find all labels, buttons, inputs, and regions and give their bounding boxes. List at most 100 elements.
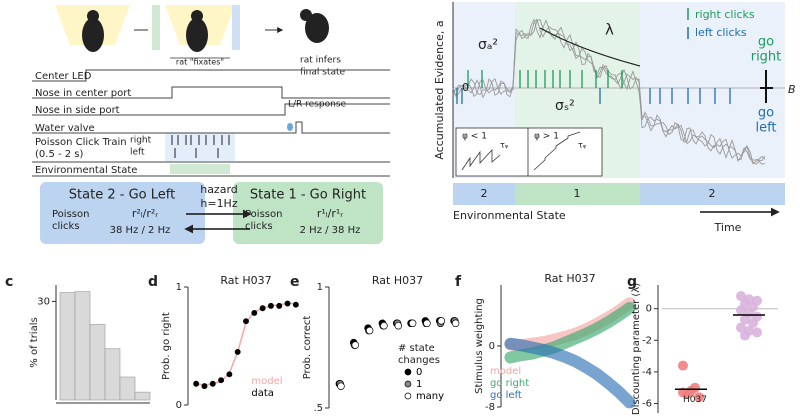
duration-label: (0.5 - 2 s) [35,149,84,160]
side-trace [32,103,390,116]
state-clicks: Poisson [245,209,282,220]
data-point [201,383,208,390]
state-label: 2 [481,187,488,200]
annotation: H037 [683,395,707,405]
legend-title: # state [398,343,435,354]
data-point [365,326,374,335]
data-point [284,300,291,307]
y-tick-label: 0 [489,341,495,352]
evidence-traces [452,18,766,165]
inset-label: φ > 1 [534,132,559,142]
data-point [337,382,345,390]
fixates-label: rat "fixates" [176,58,224,67]
go-right: go [758,35,774,50]
model-line [196,302,296,386]
data-point [423,319,431,328]
go-left: go [758,106,774,121]
data-point [251,310,258,316]
legend-marker [404,380,412,388]
bar [119,376,136,401]
center-trace [32,86,390,99]
legend-label: right clicks [695,8,755,21]
data-point [218,377,225,384]
y-tick-label: -8 [485,402,495,413]
state-clicks: clicks [245,221,273,232]
data-point [740,314,750,325]
response-label: L/R response [288,100,347,110]
y-tick-label: -2 [642,335,652,346]
timeline-label: Nose in center port [35,88,131,99]
data-point [752,327,762,338]
tau-label: τᵩ [500,141,509,150]
bar [104,348,121,401]
state-label: 2 [709,187,716,200]
data-point [267,302,274,309]
data-point [748,317,758,328]
tau-label: τᵩ [578,141,587,150]
legend-label: 1 [416,379,422,390]
state-strip [515,183,640,205]
left-label: left [130,148,145,158]
state-strip [640,183,785,205]
timeline-label: Poisson Click Train [35,137,127,148]
water-drop [287,123,293,131]
legend-label: model [251,376,282,387]
bound-label: B [788,83,796,96]
panel-letter: f [455,274,462,290]
data-point [259,305,266,312]
go-left: left [755,121,776,136]
infers-label: final state [300,68,346,78]
y-tick-label: 0 [176,400,182,411]
click-ticks [171,135,230,158]
data-point [408,319,417,328]
y-axis-label: Prob. correct [302,316,313,380]
panel-letter: d [148,274,158,290]
y-tick-label: .5 [313,403,323,414]
state-title: State 2 - Go Left [69,188,175,203]
data-point [209,380,216,387]
inset-trace [461,148,501,171]
time-label: Time [714,221,742,234]
data-point [380,321,388,330]
legend-marker [404,368,412,376]
state-clicks: clicks [52,221,80,232]
y-tick-label: -6 [642,399,652,410]
x-axis-label: Environmental State [453,209,566,222]
data-point [226,371,233,378]
chart-title: Rat H037 [372,274,423,287]
legend-label: 0 [416,367,422,378]
chart-title: Rat H037 [544,272,595,285]
click-window [165,133,235,161]
data-point [351,341,360,349]
led-trace [32,69,390,82]
data-point [690,382,700,393]
y-tick-label: -4 [642,367,652,378]
rat-icons [55,5,329,59]
panel-letter: e [290,274,300,290]
y-axis-label: Accumulated Evidence, a [433,20,446,159]
weight-band [504,337,636,409]
data-point [736,305,746,316]
infers-label: rat infers [300,56,341,66]
state2-box [40,182,205,244]
state-strip [453,183,515,205]
right-label: right [130,136,152,146]
hazard-label: hazard [200,183,238,196]
decay-curve [539,27,641,67]
y-tick-label: 30 [37,296,50,307]
timeline-label: Center LED [35,71,92,82]
data-point [437,317,446,325]
timeline-label: Environmental State [35,165,137,176]
panel-letter: c [5,274,13,290]
lambda-label: λ [605,21,614,39]
inset-trace [533,131,581,171]
y-tick-label: 0 [646,304,652,315]
state-title: State 1 - Go Right [250,188,366,203]
evidence-trace [452,18,766,163]
bound-marker [760,70,773,103]
bar [74,291,91,401]
legend-title: changes [398,355,440,366]
state1-box [233,182,383,244]
env-band [170,164,230,174]
state-hz: 2 Hz / 38 Hz [300,225,361,236]
